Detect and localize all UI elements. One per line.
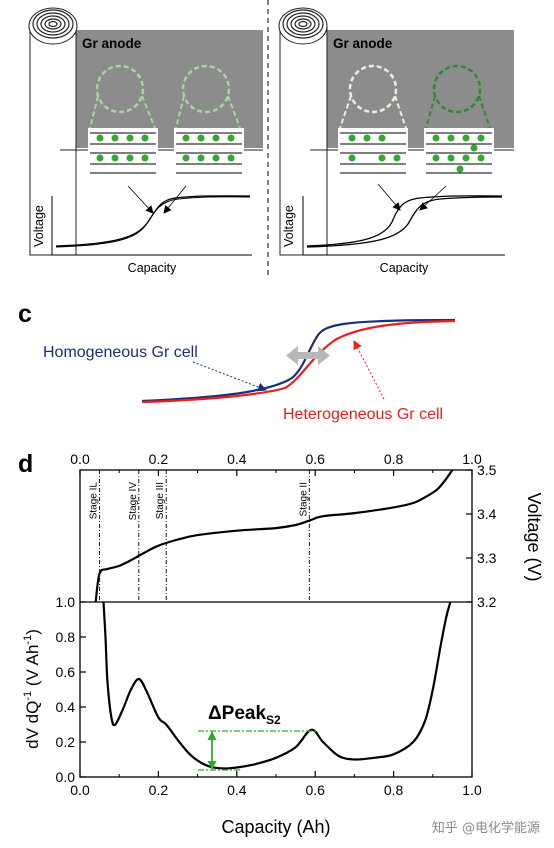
top-tick-label: 0.6 xyxy=(305,451,325,467)
bottom-tick-label: 0.2 xyxy=(149,782,169,798)
top-axis: 0.0 0.2 0.4 0.6 0.8 1.0 xyxy=(70,451,482,476)
watermark: 知乎 @电化学能源 xyxy=(431,821,540,836)
mini-plot-homogeneous: Capacity Voltage xyxy=(32,185,252,275)
roll-spiral-icon xyxy=(32,9,74,39)
panel-letter-c: c xyxy=(18,300,32,328)
right-tick-label: 3.4 xyxy=(477,506,497,522)
voltage-curve xyxy=(94,469,454,603)
stage-label: Stage II xyxy=(298,482,309,516)
anode-label: Gr anode xyxy=(82,36,142,51)
delta-peak-label: ΔPeakS2 xyxy=(208,703,281,727)
stage-label: Stage IV xyxy=(128,482,139,521)
top-right-panel: Gr anode xyxy=(278,7,514,275)
magnifier-homogeneous-1 xyxy=(88,64,158,174)
panel-letter-d: d xyxy=(18,450,33,478)
left-tick-label: 0.8 xyxy=(56,629,76,645)
delta-peak-annotation: ΔPeakS2 xyxy=(198,703,318,771)
mini-xlabel: Capacity xyxy=(380,261,429,275)
bottom-tick-label: 0.8 xyxy=(384,782,404,798)
top-tick-label: 1.0 xyxy=(462,451,482,467)
left-tick-label: 0.0 xyxy=(56,769,76,785)
mini-ylabel: Voltage xyxy=(32,205,46,247)
dvdq-curve xyxy=(102,601,452,770)
top-tick-label: 0.2 xyxy=(149,451,169,467)
magnifier-heterogeneous-light xyxy=(338,64,408,174)
right-tick-label: 3.2 xyxy=(477,594,497,610)
mini-xlabel: Capacity xyxy=(128,261,177,275)
left-axis: 0.0 0.2 0.4 0.6 0.8 1.0 xyxy=(56,594,86,785)
shift-double-arrow-icon xyxy=(286,346,330,365)
bottom-tick-label: 0.4 xyxy=(227,782,247,798)
left-tick-label: 1.0 xyxy=(56,594,76,610)
homogeneous-label: Homogeneous Gr cell xyxy=(43,344,198,361)
right-tick-label: 3.5 xyxy=(477,462,497,478)
stage-label: Stage IL xyxy=(89,482,100,520)
right-tick-label: 3.3 xyxy=(477,550,497,566)
right-axis-label: Voltage (V) xyxy=(524,492,544,581)
left-tick-label: 0.2 xyxy=(56,734,76,750)
top-left-panel: Gr anode xyxy=(28,7,263,275)
panel-d: d 0.0 0.2 0.4 0.6 0.8 1.0 0.0 0.2 0.4 0.6 0.8 1.0 … xyxy=(18,450,544,837)
x-axis-label: Capacity (Ah) xyxy=(221,817,330,837)
right-axis: 3.2 3.3 3.4 3.5 xyxy=(466,462,497,610)
bottom-tick-label: 1.0 xyxy=(462,782,482,798)
bottom-axis: 0.0 0.2 0.4 0.6 0.8 1.0 xyxy=(70,771,482,798)
bottom-tick-label: 0.6 xyxy=(305,782,325,798)
bottom-tick-label: 0.0 xyxy=(70,782,90,798)
anode-label: Gr anode xyxy=(333,36,393,51)
stage-markers: Stage IL Stage IV Stage III Stage II xyxy=(89,470,310,602)
stage-label: Stage III xyxy=(155,482,166,519)
mini-ylabel: Voltage xyxy=(282,205,296,247)
panel-c: c Homogeneous Gr cell Heterogeneous Gr c… xyxy=(18,300,456,423)
top-tick-label: 0.4 xyxy=(227,451,247,467)
left-axis-label: dV dQ-1 (V Ah-1) xyxy=(22,629,42,749)
heterogeneous-curve xyxy=(141,319,456,404)
top-tick-label: 0.8 xyxy=(384,451,404,467)
left-tick-label: 0.6 xyxy=(56,664,76,680)
top-tick-label: 0.0 xyxy=(70,451,90,467)
mini-plot-heterogeneous: Capacity Voltage xyxy=(282,183,505,275)
magnifier-heterogeneous-dark xyxy=(424,64,494,174)
homogeneous-curve xyxy=(141,318,456,403)
heterogeneous-label: Heterogeneous Gr cell xyxy=(283,406,443,423)
magnifier-homogeneous-2 xyxy=(174,64,244,174)
roll-spiral-icon xyxy=(282,9,324,39)
left-tick-label: 0.4 xyxy=(56,699,76,715)
